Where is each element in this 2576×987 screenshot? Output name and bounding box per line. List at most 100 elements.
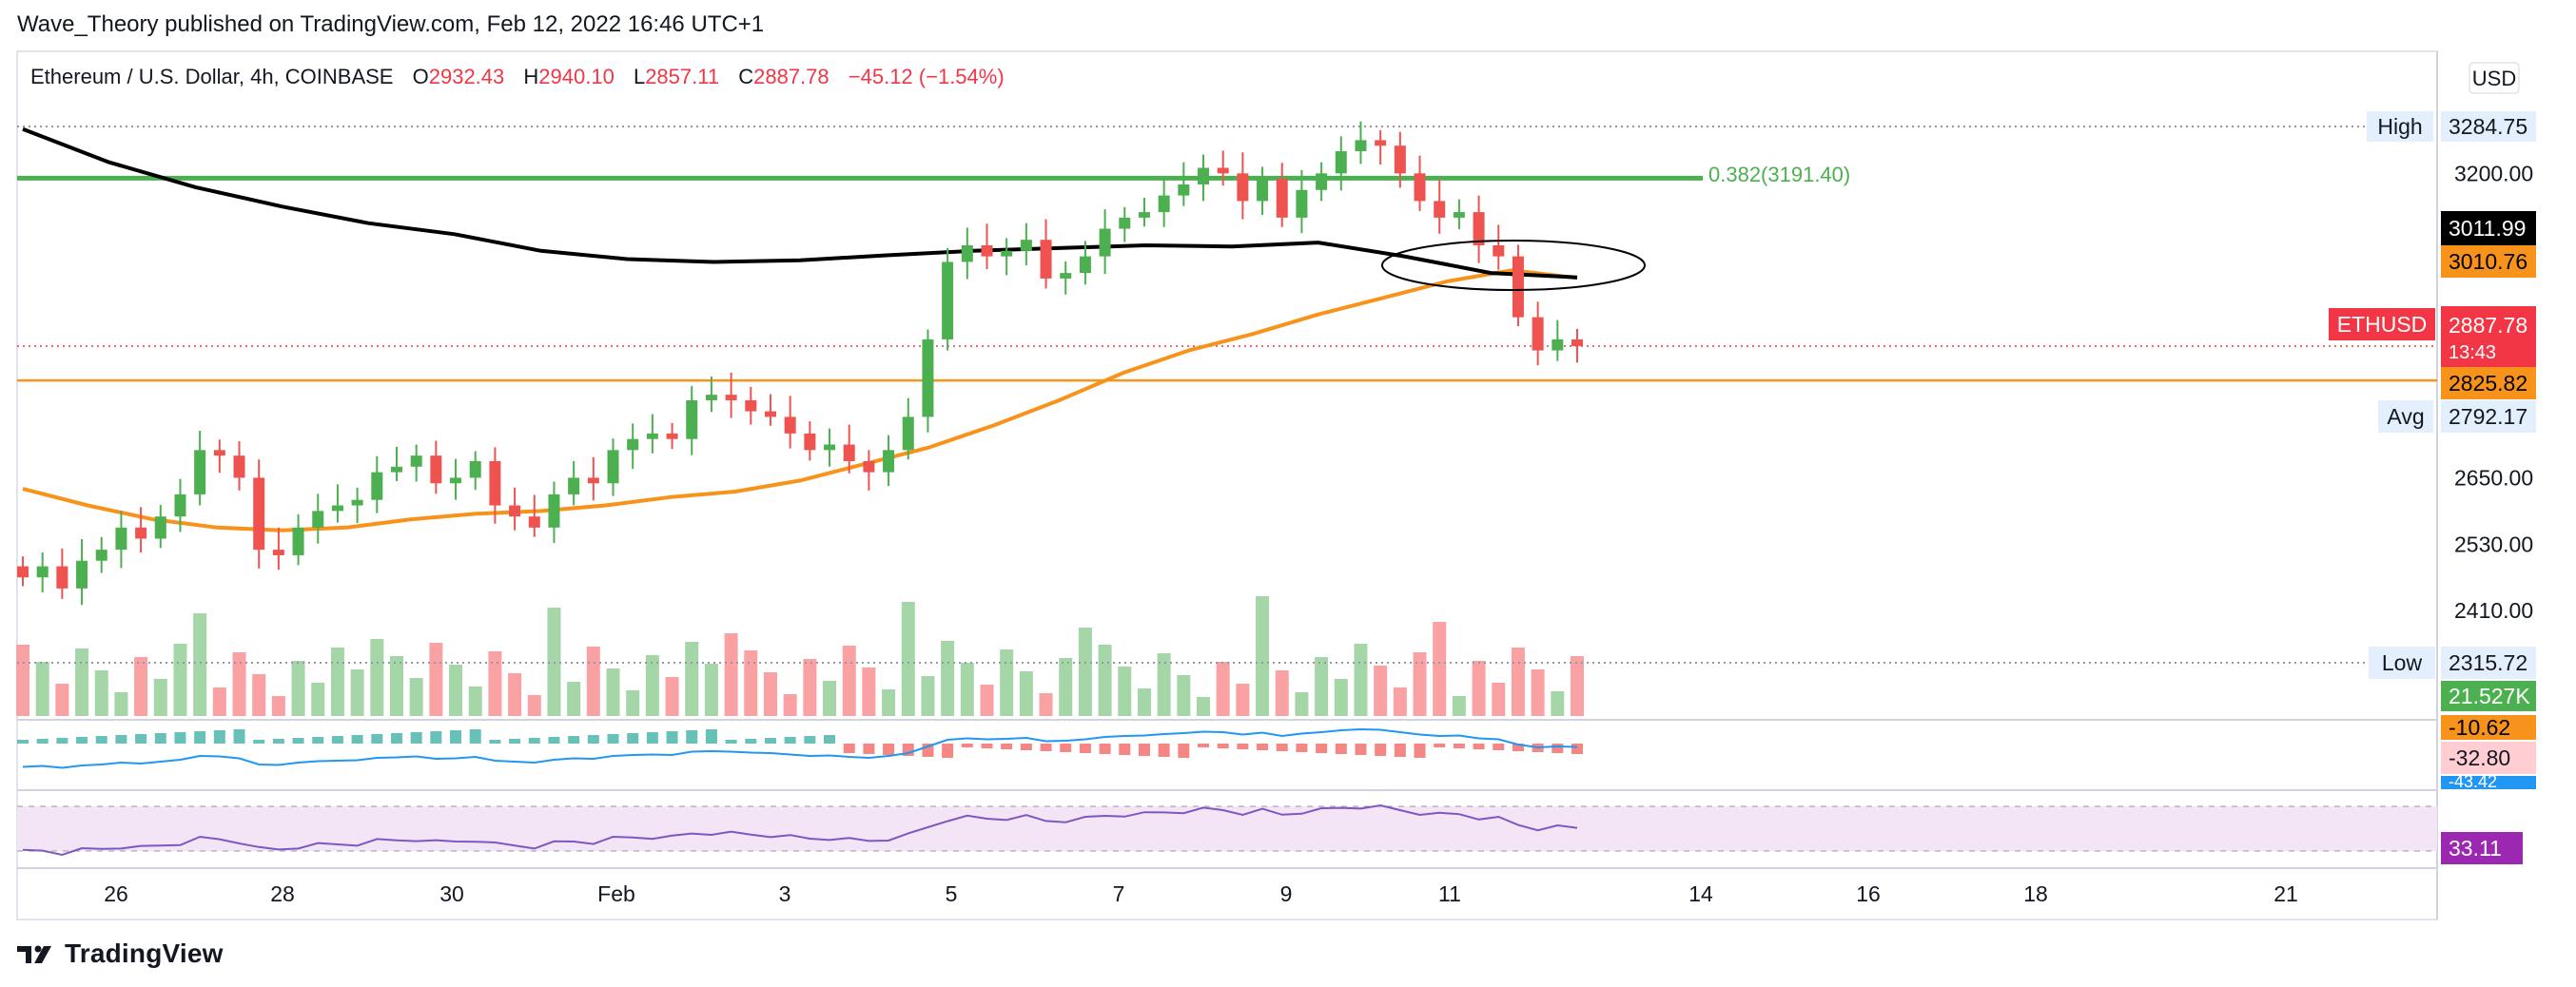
candle-body [745, 399, 757, 412]
macd-histogram-bar [745, 739, 757, 744]
volume-bar [1492, 683, 1506, 716]
candle-body [843, 444, 855, 461]
legend-low-label: L [633, 65, 646, 88]
x-tick-label: 16 [1856, 881, 1881, 906]
volume-bar [1039, 693, 1053, 716]
macd-histogram-bar [1178, 744, 1190, 758]
tradingview-brand[interactable]: TradingView [17, 937, 224, 971]
avg-tag-box [2378, 400, 2433, 433]
candle-body [1158, 195, 1170, 213]
currency-button: USD [2472, 67, 2516, 90]
macd-histogram-bar [528, 738, 540, 744]
volume-bar [527, 695, 541, 716]
volume-bar [586, 647, 600, 716]
volume-bar [704, 664, 718, 716]
candle-body [666, 433, 678, 439]
macd-histogram-bar [863, 744, 875, 754]
legend-high-label: H [523, 65, 539, 88]
volume-bar [1295, 692, 1309, 716]
volume-bar [1551, 691, 1565, 716]
macd-histogram-bar [804, 736, 816, 744]
macd-histogram-bar [1434, 744, 1446, 747]
volume-bar [1354, 644, 1368, 716]
candle-body [686, 399, 698, 439]
candle-body [469, 460, 481, 478]
macd-histogram-bar [1276, 744, 1288, 751]
y-tick-label: 2650.00 [2454, 465, 2533, 490]
ma-black-line [22, 126, 1578, 280]
candle-body [1453, 212, 1465, 218]
volume-bar [1315, 657, 1329, 716]
candle-body [1512, 256, 1524, 318]
volume-bar [153, 679, 167, 716]
macd-histogram-bar [194, 731, 206, 744]
volume-bar [724, 633, 738, 716]
currency-button-box [2469, 62, 2520, 94]
macd-histogram-bar [1512, 744, 1524, 751]
candle-body [824, 444, 836, 451]
candle-body [213, 450, 225, 456]
avg-price-badge-box [2441, 400, 2536, 433]
volume-bar [449, 665, 463, 716]
x-tick-label: 5 [946, 881, 958, 906]
x-tick-label: 11 [1438, 881, 1461, 906]
candle-body [233, 455, 245, 478]
candle-body [56, 566, 68, 589]
y-tick-label: 3200.00 [2454, 161, 2533, 185]
candle-body [1316, 173, 1328, 190]
volume-bar [665, 677, 679, 716]
legend-close-label: C [738, 65, 754, 88]
highlight-ellipse [1381, 240, 1646, 291]
macd-histogram-bar [607, 734, 619, 744]
volume-bar [1433, 622, 1447, 716]
ma-orange-badge-box [2441, 245, 2536, 278]
macd-histogram-bar [1571, 744, 1583, 754]
legend-open-label: O [412, 65, 429, 88]
volume-bar [134, 657, 148, 716]
volume-bar [626, 690, 640, 716]
volume-bar [606, 668, 620, 716]
macd-histogram-bar [1158, 744, 1170, 757]
macd-histogram-bar [883, 744, 895, 755]
macd-histogram-bar [646, 732, 658, 744]
volume-bar [763, 672, 777, 716]
x-tick-label: 14 [1688, 881, 1713, 906]
candle-body [1040, 240, 1052, 279]
volume-bar [291, 661, 305, 716]
volume-bar [567, 682, 581, 716]
last-price: 2887.78 [2449, 313, 2527, 338]
candle-body [607, 450, 619, 484]
candle-body [902, 416, 914, 451]
candle-body [1335, 151, 1347, 174]
volume-bar [468, 687, 482, 716]
macd-histogram-bar [1335, 744, 1347, 754]
macd-histogram-bar [548, 737, 560, 744]
macd-histogram-bar [1296, 744, 1308, 752]
candle-body [351, 499, 363, 506]
volume-bar [1078, 628, 1092, 716]
macd-line [22, 727, 1578, 769]
macd-histogram-bar [292, 738, 304, 744]
volume-bar [193, 613, 207, 716]
candle-body [371, 472, 383, 500]
volume-bar [1216, 662, 1230, 716]
candle-body [1237, 173, 1249, 202]
macd-histogram-bar [509, 739, 521, 744]
candle-body [76, 560, 88, 589]
candle-body [1060, 273, 1072, 279]
candle-body [1414, 173, 1426, 202]
volume-badge-box [2441, 681, 2536, 711]
volume-bar [823, 681, 837, 716]
x-tick-label: 26 [104, 881, 128, 906]
macd-histogram-bar [1040, 744, 1052, 751]
low-price-badge: 2315.72 [2449, 650, 2527, 675]
macd-histogram-bar [76, 737, 88, 744]
macd-histogram-bar [1060, 744, 1072, 752]
macd-histogram-bar [95, 736, 107, 744]
volume-bar [35, 662, 49, 716]
volume-bar [1059, 658, 1073, 716]
volume-bar [409, 678, 423, 716]
candle-body [1079, 256, 1091, 274]
macd-histogram-bar [824, 735, 836, 744]
